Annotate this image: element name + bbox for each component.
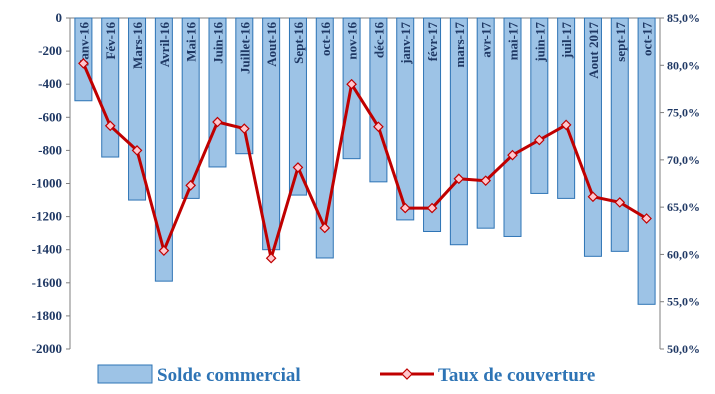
bar-6 [235, 17, 254, 155]
y-left-tick-label: -1400 [32, 242, 62, 257]
category-label: Juillet-16 [237, 22, 252, 74]
category-label: Mars-16 [130, 22, 145, 69]
y-right-tick-label: 50,0% [667, 342, 700, 356]
category-label: mai-17 [506, 22, 521, 61]
bar-20 [610, 17, 629, 252]
category-label: Janv-16 [76, 22, 91, 67]
line-point-21 [641, 213, 652, 224]
category-label: Fév-16 [103, 22, 118, 60]
category-label: juin-17 [532, 22, 547, 63]
category-label: Mai-16 [184, 22, 199, 62]
bar-21 [637, 17, 656, 305]
bars-layer [74, 17, 656, 305]
category-label: Avril-16 [157, 22, 172, 68]
y-left-tick-label: -600 [38, 109, 62, 124]
y-left-tick-label: -2000 [32, 341, 62, 356]
line-layer [78, 58, 652, 264]
line-point-13 [426, 202, 438, 214]
taux-line [82, 62, 648, 260]
y-left-tick-label: -400 [38, 76, 62, 91]
line-point-10 [346, 78, 357, 90]
line-point-7 [265, 252, 277, 264]
y-left-tick-label: -200 [38, 43, 62, 58]
category-label: avr-17 [479, 22, 494, 58]
legend-line-marker-icon [401, 368, 413, 380]
category-label: Sept-16 [291, 22, 306, 64]
category-label: janv-17 [398, 22, 413, 65]
y-left-tick-label: -1800 [32, 308, 62, 323]
line-point-2 [131, 145, 143, 156]
line-point-14 [453, 173, 465, 185]
y-right-tick-label: 75,0% [667, 106, 700, 120]
category-label: sept-17 [613, 22, 628, 62]
y-right-tick-label: 80,0% [667, 58, 700, 72]
y-left-tick-label: -1000 [32, 176, 62, 191]
bar-14 [449, 17, 468, 246]
bar-17 [530, 17, 549, 194]
y-right-tick-label: 60,0% [667, 247, 700, 261]
line-point-1 [104, 120, 116, 132]
bar-16 [503, 17, 522, 237]
line-point-3 [158, 245, 170, 256]
bar-13 [423, 17, 442, 232]
y-left-tick-label: -800 [38, 142, 62, 157]
bar-2 [128, 17, 147, 201]
bar-8 [288, 17, 307, 196]
line-point-6 [238, 123, 250, 134]
line-point-0 [78, 58, 89, 69]
y-left-tick-label: -1600 [32, 275, 62, 290]
line-point-5 [212, 116, 223, 128]
category-label: Aout-16 [264, 22, 279, 67]
y-right-tick-label: 55,0% [667, 295, 700, 309]
category-label: nov-16 [345, 22, 360, 60]
line-point-18 [560, 119, 572, 131]
legend-label-taux: Taux de couverture [438, 365, 595, 386]
line-point-9 [319, 222, 331, 234]
y-left-tick-label: -1200 [32, 209, 62, 224]
line-point-11 [373, 121, 384, 133]
category-label: Juin-16 [211, 22, 226, 64]
category-label: déc-16 [371, 22, 386, 59]
category-label: Aout 2017 [586, 22, 601, 79]
line-point-12 [399, 202, 411, 214]
axes-layer: 0 -200 -400 -600 -800 -1000 -1200 -1400 -1600 -18… [32, 10, 700, 356]
legend: Solde commercial Taux de couverture [97, 364, 595, 386]
bar-7 [262, 17, 281, 251]
category-label: févr-17 [425, 22, 440, 62]
category-label: mars-17 [452, 22, 467, 68]
y-right-tick-label: 85,0% [667, 11, 700, 25]
bar-1 [101, 17, 120, 158]
category-label: oct-17 [640, 22, 655, 56]
bar-3 [154, 17, 173, 282]
category-label: juil-17 [559, 22, 574, 60]
legend-label-solde: Solde commercial [157, 365, 301, 386]
line-point-15 [480, 175, 492, 187]
legend-bar-swatch [97, 364, 153, 384]
line-point-4 [185, 180, 197, 191]
bar-12 [396, 17, 415, 221]
category-labels: Janv-16 Fév-16 Mars-16 Avril-16 Mai-16 Juin-1… [76, 22, 654, 79]
bar-4 [181, 17, 200, 199]
y-right-tick-label: 65,0% [667, 200, 700, 214]
category-label: oct-16 [318, 22, 333, 56]
line-point-8 [292, 162, 304, 173]
line-point-20 [614, 197, 626, 208]
line-point-17 [533, 134, 545, 146]
y-left-tick-label: 0 [56, 10, 63, 25]
line-point-16 [507, 149, 518, 161]
bar-18 [557, 17, 576, 199]
y-right-tick-label: 70,0% [667, 153, 700, 167]
line-point-19 [587, 191, 599, 203]
